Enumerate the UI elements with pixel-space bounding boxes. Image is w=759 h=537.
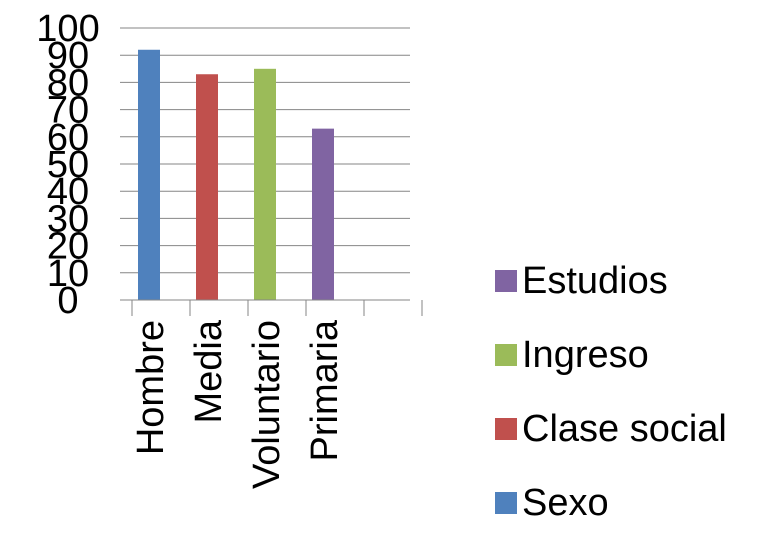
- legend: Estudios Ingreso Clase social Sexo: [495, 260, 727, 524]
- x-category-label: Primaria: [304, 319, 346, 461]
- legend-swatch-clase-social: [495, 418, 517, 440]
- x-category-label: Voluntario: [246, 320, 288, 489]
- legend-label-clase-social: Clase social: [522, 408, 727, 450]
- legend-label-ingreso: Ingreso: [522, 334, 649, 376]
- legend-swatch-sexo: [495, 492, 517, 514]
- y-tick-label: 30: [47, 198, 89, 240]
- y-tick-label: 40: [47, 171, 89, 213]
- y-tick-label: 20: [47, 226, 89, 268]
- y-tick-label: 80: [47, 62, 89, 104]
- y-tick-label: 0: [57, 280, 78, 322]
- legend-swatch-ingreso: [495, 344, 517, 366]
- x-axis-category-labels: Hombre Media Voluntario Primaria: [130, 319, 346, 489]
- legend-label-sexo: Sexo: [522, 482, 609, 524]
- bars: [138, 49, 334, 301]
- legend-swatch-estudios: [495, 270, 517, 292]
- bar-ingreso: [254, 68, 276, 300]
- bar-estudios: [312, 128, 334, 300]
- y-tick-label: 70: [47, 90, 89, 132]
- y-tick-label: 90: [47, 35, 89, 77]
- y-tick-label: 60: [47, 117, 89, 159]
- y-tick-label: 100: [36, 8, 99, 50]
- x-axis: [120, 299, 423, 316]
- legend-label-estudios: Estudios: [522, 260, 668, 302]
- bar-clase-social: [196, 74, 218, 301]
- y-tick-label: 10: [47, 253, 89, 295]
- x-category-label: Media: [188, 319, 230, 423]
- y-tick-label: 50: [47, 144, 89, 186]
- bar-sexo: [138, 49, 160, 301]
- x-category-label: Hombre: [130, 320, 172, 455]
